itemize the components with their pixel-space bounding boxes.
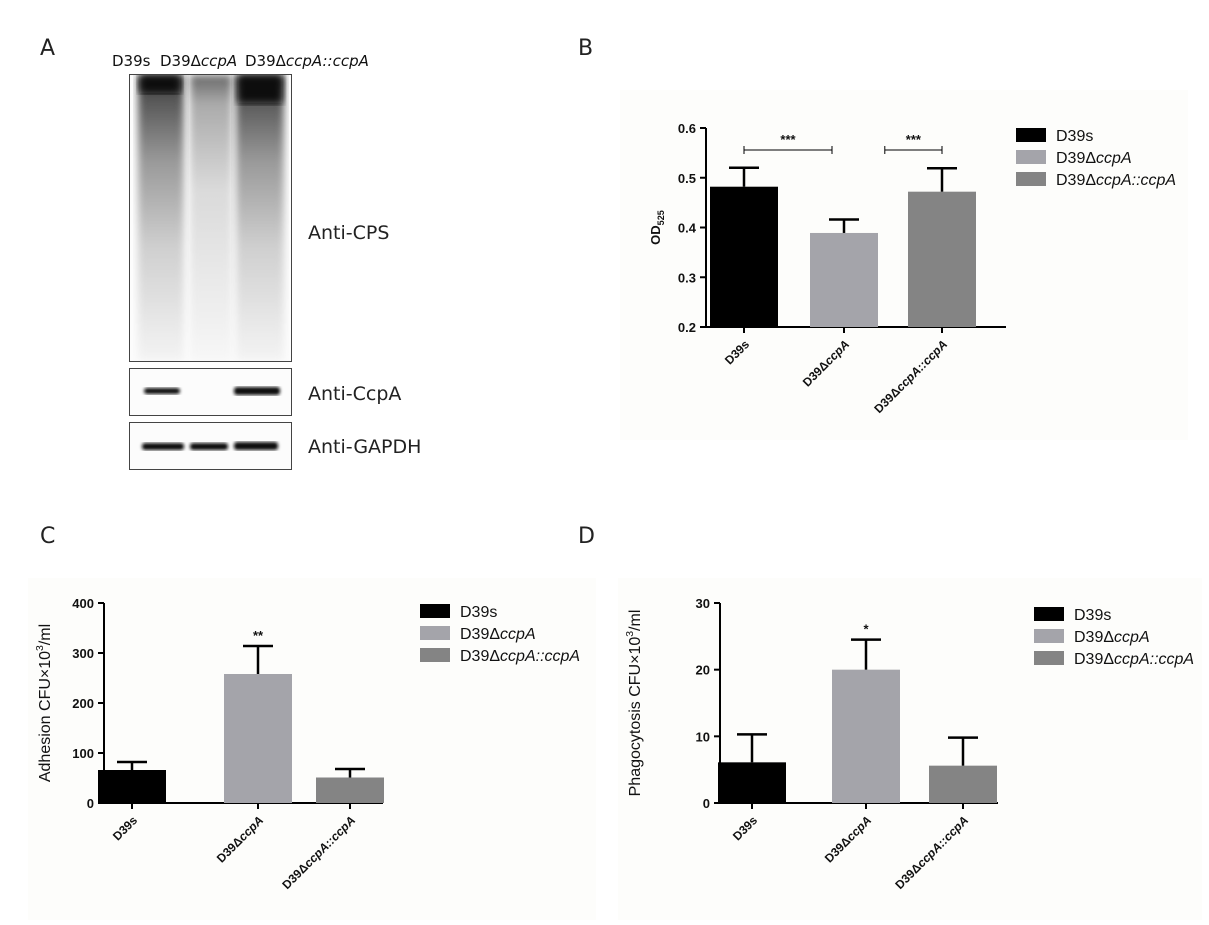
- legend-label: D39ΔccpA::ccpA: [1056, 172, 1176, 189]
- legend-label: D39ΔccpA::ccpA: [1074, 651, 1194, 668]
- legend-label: D39s: [460, 604, 497, 621]
- x-tick-label: D39ΔccpA::ccpA: [279, 813, 358, 892]
- bar: [718, 762, 786, 803]
- chart-d: 0 10 20 30 Phagocytosis CFU×103/ml D39s D39Δcc…: [625, 596, 1194, 892]
- y-tick-label: 10: [696, 729, 710, 744]
- y-tick-label: 400: [72, 596, 94, 611]
- y-tick-label: 0.3: [678, 270, 696, 285]
- y-tick-label: 0: [703, 796, 710, 811]
- y-tick-label: 300: [72, 646, 94, 661]
- bar: [908, 191, 976, 327]
- y-tick-label: 0.4: [678, 221, 697, 236]
- lane-label-2: D39ΔccpA: [160, 52, 238, 70]
- x-tick-label: D39ΔccpA::ccpA: [871, 337, 950, 416]
- bar: [832, 669, 900, 803]
- legend-swatch: [1034, 607, 1064, 621]
- bar: [929, 765, 997, 803]
- legend-swatch: [420, 604, 450, 618]
- legend-swatch: [1016, 150, 1046, 164]
- legend-swatch: [1016, 128, 1046, 142]
- x-tick-label: D39s: [110, 813, 140, 843]
- y-axis-label: OD525: [648, 210, 666, 245]
- bar: [98, 770, 166, 803]
- anti-ccpa-label: Anti-CcpA: [308, 383, 402, 405]
- lane-label-3: D39ΔccpA::ccpA: [245, 52, 369, 70]
- legend-label: D39ΔccpA: [1056, 150, 1132, 167]
- bar: [224, 674, 292, 803]
- gapdh-blot-image: [129, 422, 292, 470]
- bar: [710, 186, 778, 327]
- anti-cps-label: Anti-CPS: [308, 222, 390, 244]
- legend-swatch: [1034, 629, 1064, 643]
- x-tick-label: D39ΔccpA: [822, 813, 874, 865]
- y-tick-label: 0.5: [678, 171, 696, 186]
- legend-swatch: [1034, 651, 1064, 665]
- y-tick-label: 0.2: [678, 320, 696, 335]
- panel-d-letter: D: [578, 524, 595, 549]
- legend-label: D39ΔccpA::ccpA: [460, 648, 580, 665]
- legend-swatch: [1016, 172, 1046, 186]
- legend-label: D39s: [1074, 607, 1111, 624]
- panel-c-background: [28, 578, 596, 920]
- x-tick-label: D39ΔccpA::ccpA: [892, 813, 971, 892]
- gapdh-blot-bands: [142, 442, 278, 450]
- y-tick-label: 200: [72, 696, 94, 711]
- bar: [810, 232, 878, 327]
- cps-blot-smear: [138, 75, 284, 361]
- y-tick-label: 20: [696, 663, 710, 678]
- y-tick-label: 0.6: [678, 121, 696, 136]
- panel-c-letter: C: [40, 524, 56, 549]
- cps-blot-image: [129, 74, 292, 362]
- x-tick-label: D39ΔccpA: [800, 337, 852, 389]
- significance-label: ***: [906, 132, 922, 147]
- legend-label: D39ΔccpA: [1074, 629, 1150, 646]
- bar: [316, 777, 384, 803]
- lane-label-1: D39s: [112, 52, 151, 70]
- significance-label: *: [863, 622, 869, 637]
- legend-swatch: [420, 626, 450, 640]
- chart-c: 0 100 200 300 400 Adhesion CFU×103/ml D39s D39Δ…: [35, 596, 580, 892]
- legend-swatch: [420, 648, 450, 662]
- panel-b-letter: B: [578, 36, 594, 61]
- ccpa-blot-bands: [144, 387, 280, 395]
- x-tick-label: D39s: [730, 813, 760, 843]
- ccpa-blot-image: [129, 368, 292, 416]
- panel-a-letter: A: [40, 36, 56, 61]
- significance-label: ***: [780, 132, 796, 147]
- y-tick-label: 100: [72, 746, 94, 761]
- legend-label: D39ΔccpA: [460, 626, 536, 643]
- y-axis-label: Adhesion CFU×103/ml: [35, 624, 54, 782]
- x-tick-label: D39s: [722, 337, 752, 367]
- significance-label: **: [253, 628, 264, 643]
- y-tick-label: 30: [696, 596, 710, 611]
- chart-b: 0.2 0.3 0.4 0.5 0.6 OD525 D39s D39ΔccpA D39ΔccpA…: [648, 121, 1176, 416]
- y-tick-label: 0: [87, 796, 94, 811]
- anti-gapdh-label: Anti-GAPDH: [308, 436, 422, 458]
- x-tick-label: D39ΔccpA: [214, 813, 266, 865]
- legend-label: D39s: [1056, 128, 1093, 145]
- panel-d-background: [618, 578, 1202, 920]
- y-axis-label: Phagocytosis CFU×103/ml: [625, 610, 644, 797]
